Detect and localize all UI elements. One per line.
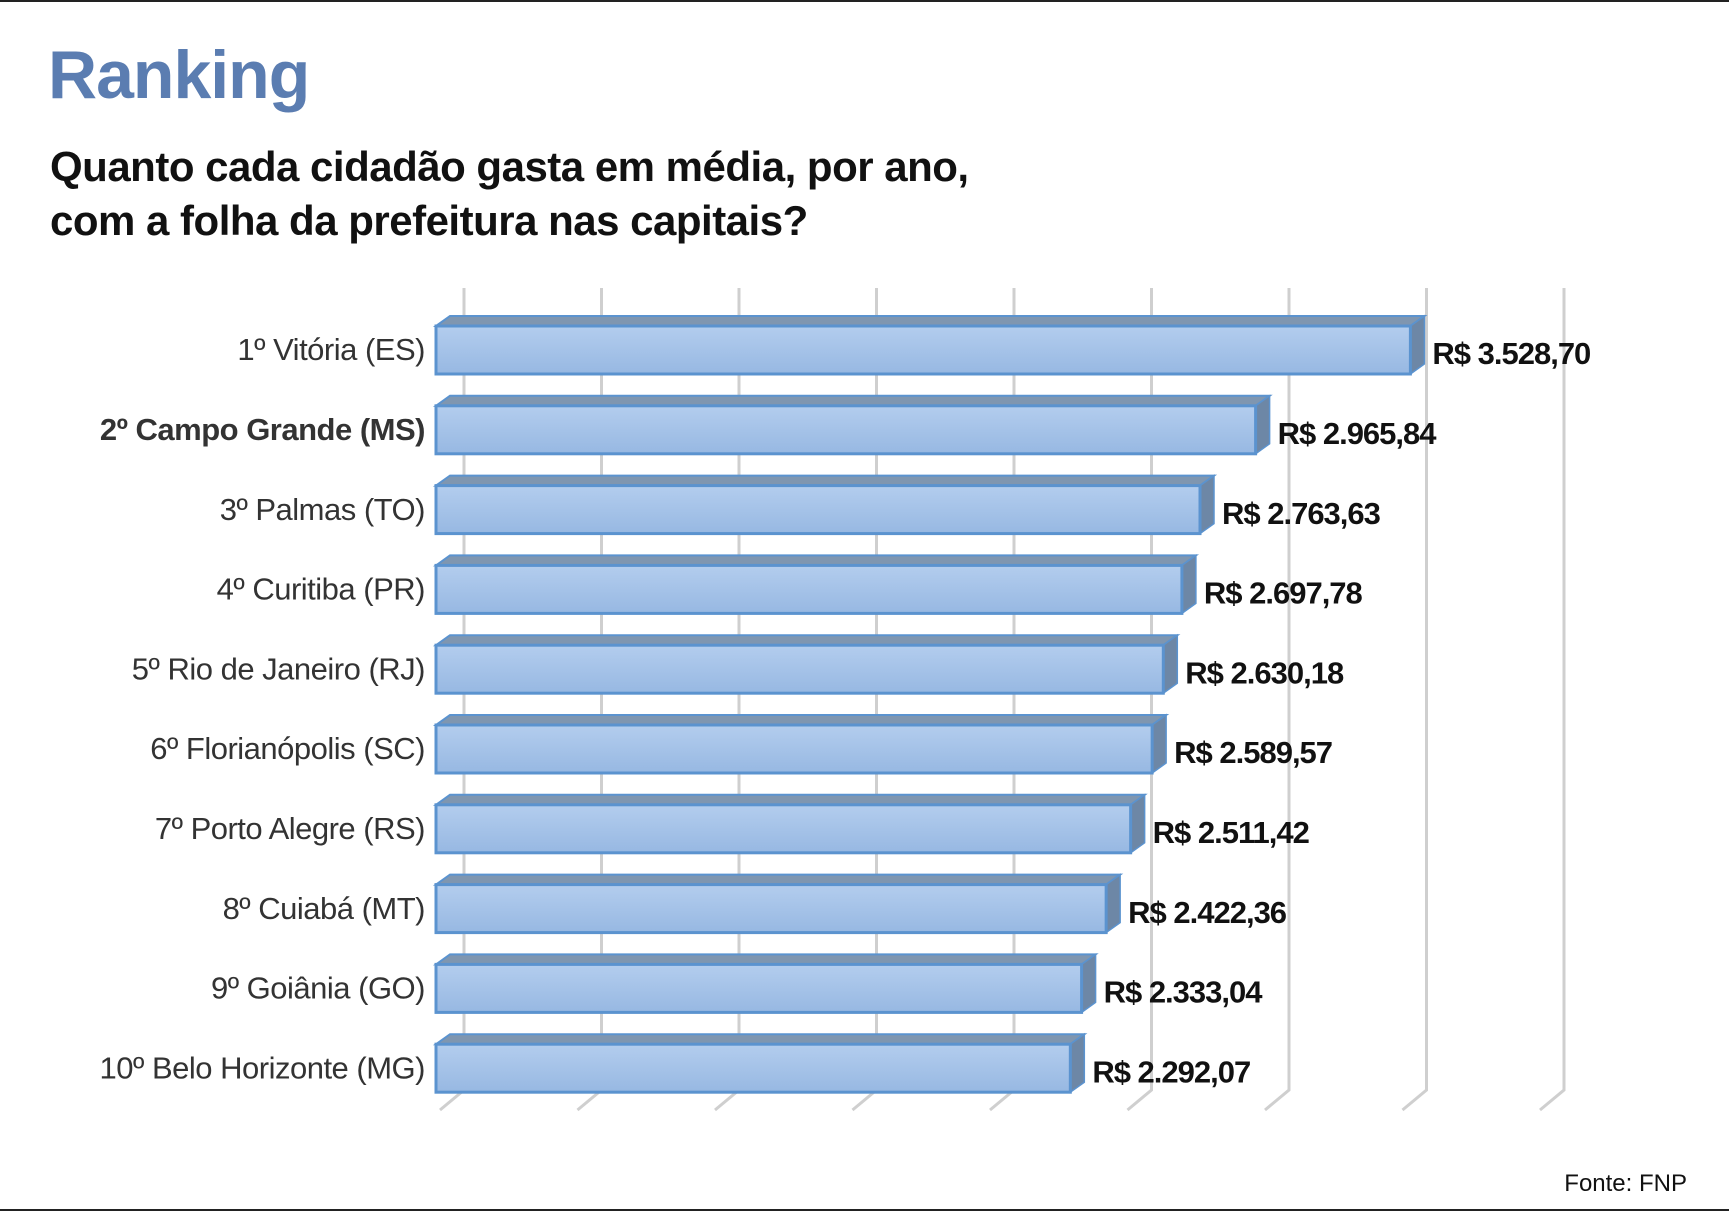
bar	[434, 723, 1154, 775]
bar	[434, 484, 1202, 536]
bar-group: 1º Vitória (ES) R$ 3.528,70	[237, 314, 1591, 376]
category-label: 10º Belo Horizonte (MG)	[100, 1050, 425, 1085]
category-label: 8º Cuiabá (MT)	[223, 891, 425, 926]
bar	[434, 643, 1165, 695]
category-label: 9º Goiânia (GO)	[211, 971, 425, 1006]
subtitle-line-1: Quanto cada cidadão gasta em média, por …	[50, 143, 969, 190]
bar-group: 10º Belo Horizonte (MG) R$ 2.292,07	[100, 1032, 1251, 1094]
source-note: Fonte: FNP	[1564, 1170, 1687, 1197]
gridline	[1401, 288, 1428, 1112]
page-title: Ranking	[48, 37, 310, 113]
bar-group: 8º Cuiabá (MT) R$ 2.422,36	[223, 873, 1288, 935]
bar	[434, 324, 1412, 376]
bottom-rule	[0, 1209, 1729, 1211]
bar-group: 5º Rio de Janeiro (RJ) R$ 2.630,18	[132, 633, 1345, 695]
value-label: R$ 2.292,07	[1092, 1054, 1250, 1089]
gridline	[1264, 288, 1291, 1112]
value-label: R$ 2.422,36	[1128, 895, 1287, 930]
bar-side-face	[1151, 713, 1167, 775]
category-label: 7º Porto Alegre (RS)	[155, 811, 425, 846]
gridline	[1539, 288, 1566, 1112]
bar-side-face	[1129, 793, 1146, 855]
bar-group: 9º Goiânia (GO) R$ 2.333,04	[211, 952, 1264, 1014]
category-label: 1º Vitória (ES)	[237, 332, 425, 367]
value-label: R$ 2.697,78	[1204, 576, 1363, 611]
bar-side-face	[1409, 314, 1426, 376]
bar-side-face	[1069, 1032, 1086, 1094]
category-label: 6º Florianópolis (SC)	[150, 731, 425, 766]
bar	[434, 883, 1108, 935]
bar-side-face	[1199, 474, 1215, 536]
bar	[434, 803, 1133, 855]
bar	[434, 404, 1258, 456]
value-label: R$ 2.965,84	[1278, 416, 1438, 451]
bar-group: 4º Curitiba (PR) R$ 2.697,78	[217, 553, 1364, 615]
value-label: R$ 3.528,70	[1432, 336, 1590, 371]
bar-group: 2º Campo Grande (MS) R$ 2.965,84	[100, 394, 1438, 456]
bar	[434, 563, 1184, 615]
value-label: R$ 2.333,04	[1104, 975, 1264, 1010]
bar	[434, 962, 1084, 1014]
bar-side-face	[1181, 553, 1197, 615]
chart-subtitle: Quanto cada cidadão gasta em média, por …	[50, 140, 969, 248]
category-label: 2º Campo Grande (MS)	[100, 412, 425, 447]
bar-side-face	[1080, 952, 1097, 1014]
value-label: R$ 2.589,57	[1174, 735, 1332, 770]
bar	[434, 1042, 1072, 1094]
category-label: 5º Rio de Janeiro (RJ)	[132, 651, 425, 686]
category-label: 3º Palmas (TO)	[220, 492, 425, 527]
value-label: R$ 2.630,18	[1185, 655, 1344, 690]
bar-side-face	[1254, 394, 1271, 456]
subtitle-line-2: com a folha da prefeitura nas capitais?	[50, 197, 808, 244]
value-label: R$ 2.511,42	[1153, 815, 1309, 850]
bar-group: 7º Porto Alegre (RS) R$ 2.511,42	[155, 793, 1310, 855]
top-rule	[0, 0, 1729, 2]
bar-side-face	[1105, 873, 1121, 935]
bar-side-face	[1162, 633, 1179, 695]
bar-group: 3º Palmas (TO) R$ 2.763,63	[220, 474, 1382, 536]
category-label: 4º Curitiba (PR)	[217, 572, 425, 607]
value-label: R$ 2.763,63	[1222, 496, 1381, 531]
bar-group: 6º Florianópolis (SC) R$ 2.589,57	[150, 713, 1333, 775]
